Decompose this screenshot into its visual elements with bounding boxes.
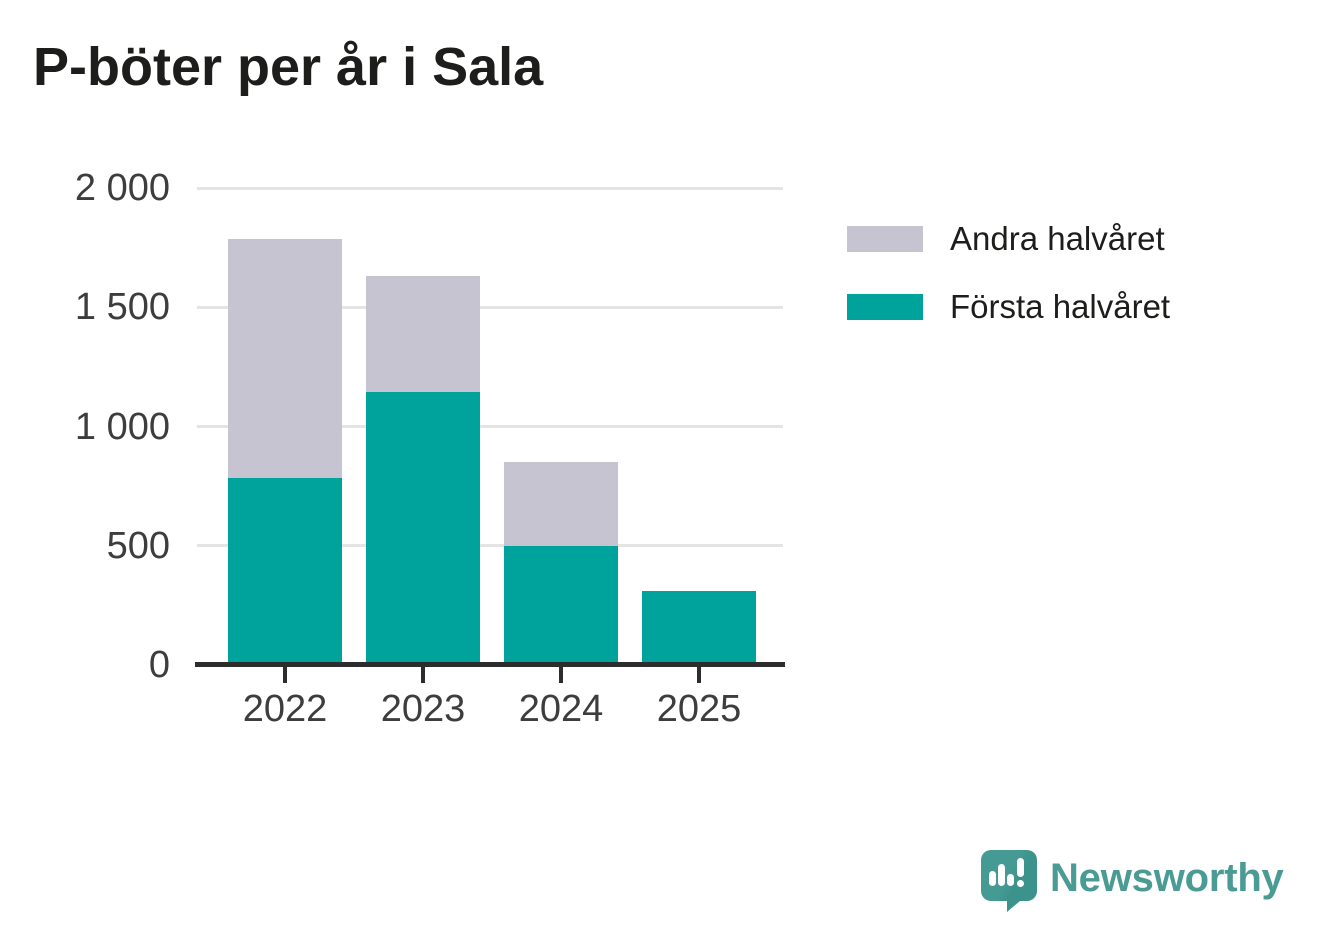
bar-2024-f-rsta-halv-ret — [504, 545, 618, 665]
y-tick-label-0: 0 — [148, 644, 170, 686]
y-tick-label-1000: 1 000 — [74, 405, 170, 448]
x-tick-2025 — [697, 667, 701, 683]
legend-item-forsta-halvaret: Första halvåret — [847, 288, 1170, 326]
x-tick-label-2022: 2022 — [242, 688, 328, 730]
newsworthy-logo-icon — [981, 850, 1037, 912]
x-axis-line — [195, 662, 785, 667]
newsworthy-branding: Newsworthy — [981, 850, 1284, 913]
x-tick-2022 — [283, 667, 287, 683]
x-tick-2023 — [421, 667, 425, 683]
bar-2023-f-rsta-halv-ret — [366, 391, 480, 665]
bar-2022-andra-halv-ret — [228, 239, 342, 478]
legend-item-andra-halvaret: Andra halvåret — [847, 220, 1170, 258]
x-tick-label-2024: 2024 — [518, 688, 604, 730]
logo-exclamation-dot — [1017, 880, 1024, 887]
legend-label: Första halvåret — [950, 288, 1171, 325]
gridline-1500 — [197, 305, 783, 309]
bar-2022-f-rsta-halv-ret — [228, 477, 342, 665]
newsworthy-logo-text: Newsworthy — [1050, 856, 1284, 900]
bar-2024-andra-halv-ret — [504, 462, 618, 546]
logo-bar-1 — [989, 871, 996, 886]
bar-2025-f-rsta-halv-ret — [642, 591, 756, 665]
legend: Andra halvåret Första halvåret — [847, 220, 1170, 356]
logo-bar-3 — [1007, 874, 1014, 886]
x-tick-2024 — [559, 667, 563, 683]
gridline-2000 — [197, 186, 783, 190]
legend-swatch-andra-halvaret — [847, 226, 923, 252]
legend-swatch-forsta-halvaret — [847, 294, 923, 320]
chart-title: P-böter per år i Sala — [33, 37, 544, 97]
bar-2023-andra-halv-ret — [366, 276, 480, 392]
legend-label: Andra halvåret — [950, 220, 1165, 257]
logo-bar-2 — [998, 864, 1005, 886]
y-tick-label-2000: 2 000 — [74, 167, 170, 209]
x-tick-label-2023: 2023 — [380, 688, 466, 730]
plot-area: 2022 2023 2024 2025 — [197, 186, 783, 730]
y-tick-label-1500: 1 500 — [74, 286, 170, 329]
y-tick-label-500: 500 — [106, 524, 170, 567]
x-tick-label-2025: 2025 — [656, 688, 742, 730]
gridline-500 — [197, 544, 783, 548]
logo-exclamation-stem — [1017, 858, 1024, 877]
gridline-1000 — [197, 425, 783, 428]
